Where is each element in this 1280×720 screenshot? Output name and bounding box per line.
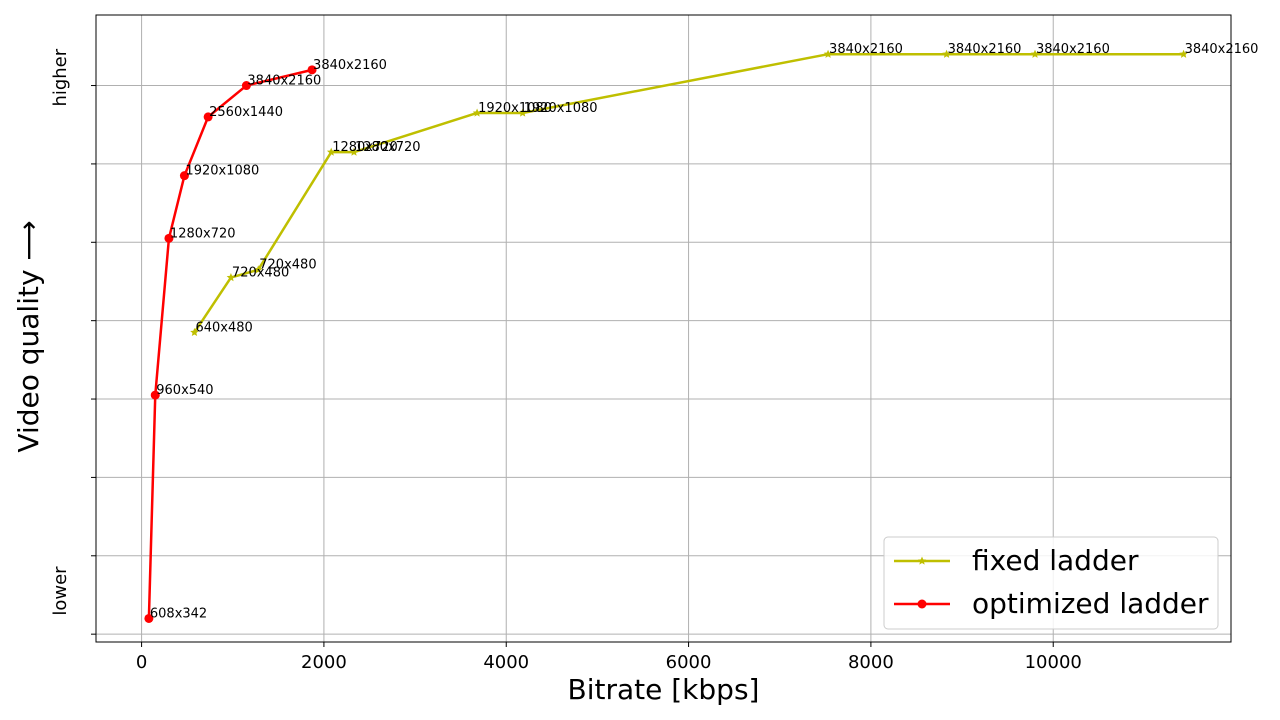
data-point	[164, 233, 174, 243]
data-point	[823, 49, 833, 58]
data-point	[942, 49, 951, 58]
data-point	[203, 112, 213, 122]
data-point	[349, 147, 359, 156]
data-point	[226, 273, 236, 282]
point-label: 1280x720	[170, 226, 236, 241]
point-label: 720x480	[259, 258, 316, 273]
legend-entry: optimized ladder	[894, 587, 1209, 620]
point-label: 3840x2160	[247, 74, 321, 89]
x-tick-label: 8000	[848, 652, 894, 673]
x-axis-title: Bitrate [kbps]	[568, 673, 760, 706]
legend-marker	[917, 556, 927, 565]
data-point	[150, 390, 160, 400]
x-tick-label: 2000	[301, 652, 347, 673]
x-axis: 0 2000 4000 6000 8000 10000	[136, 642, 1082, 673]
legend-label: optimized ladder	[972, 587, 1209, 620]
x-tick-label: 10000	[1025, 652, 1082, 673]
point-label: 608x342	[150, 606, 207, 621]
point-label: 3840x2160	[313, 58, 387, 73]
data-point	[241, 81, 251, 91]
point-label: 640x480	[195, 320, 252, 335]
point-label: 1280x720	[332, 140, 398, 155]
point-label: 960x540	[156, 383, 213, 398]
y-tick-label-lower: lower	[50, 566, 71, 616]
legend-marker	[917, 599, 927, 609]
x-tick-label: 0	[136, 652, 147, 673]
point-label: 3840x2160	[829, 42, 903, 57]
data-point	[307, 65, 317, 75]
data-point	[1179, 49, 1188, 58]
y-axis	[91, 85, 96, 635]
point-label: 1920x1080	[524, 101, 598, 116]
y-tick-label-higher: higher	[50, 48, 71, 106]
data-point	[253, 265, 263, 274]
series-line	[147, 68, 313, 619]
plot-frame	[95, 14, 1232, 643]
series-optimized-ladder	[144, 65, 317, 623]
legend-entry: fixed ladder	[894, 544, 1139, 577]
point-label: 3840x2160	[1036, 42, 1110, 57]
point-label: 1280x720	[355, 140, 421, 155]
point-label: 1920x1080	[185, 164, 259, 179]
data-point	[1030, 49, 1040, 58]
series-fixed-ladder	[190, 49, 1188, 337]
data-point	[190, 327, 199, 337]
point-label: 3840x2160	[1185, 42, 1259, 57]
data-point	[144, 613, 154, 623]
data-point	[472, 108, 482, 117]
data-point	[518, 108, 527, 117]
point-label: 1920x1080	[478, 101, 552, 116]
point-label: 3840x2160	[948, 42, 1022, 57]
point-labels: 640x480720x480720x4801280x7201280x720192…	[150, 42, 1259, 621]
legend-label: fixed ladder	[972, 544, 1139, 577]
x-tick-label: 4000	[483, 652, 529, 673]
series-layer	[144, 49, 1188, 623]
point-label: 720x480	[232, 266, 289, 281]
legend-box	[883, 536, 1219, 630]
data-point	[326, 147, 336, 156]
y-axis-title: Video quality ⟶	[12, 220, 45, 452]
legend: fixed ladder optimized ladder	[883, 536, 1219, 630]
data-point	[179, 171, 189, 181]
x-tick-label: 6000	[666, 652, 712, 673]
point-label: 2560x1440	[209, 105, 283, 120]
